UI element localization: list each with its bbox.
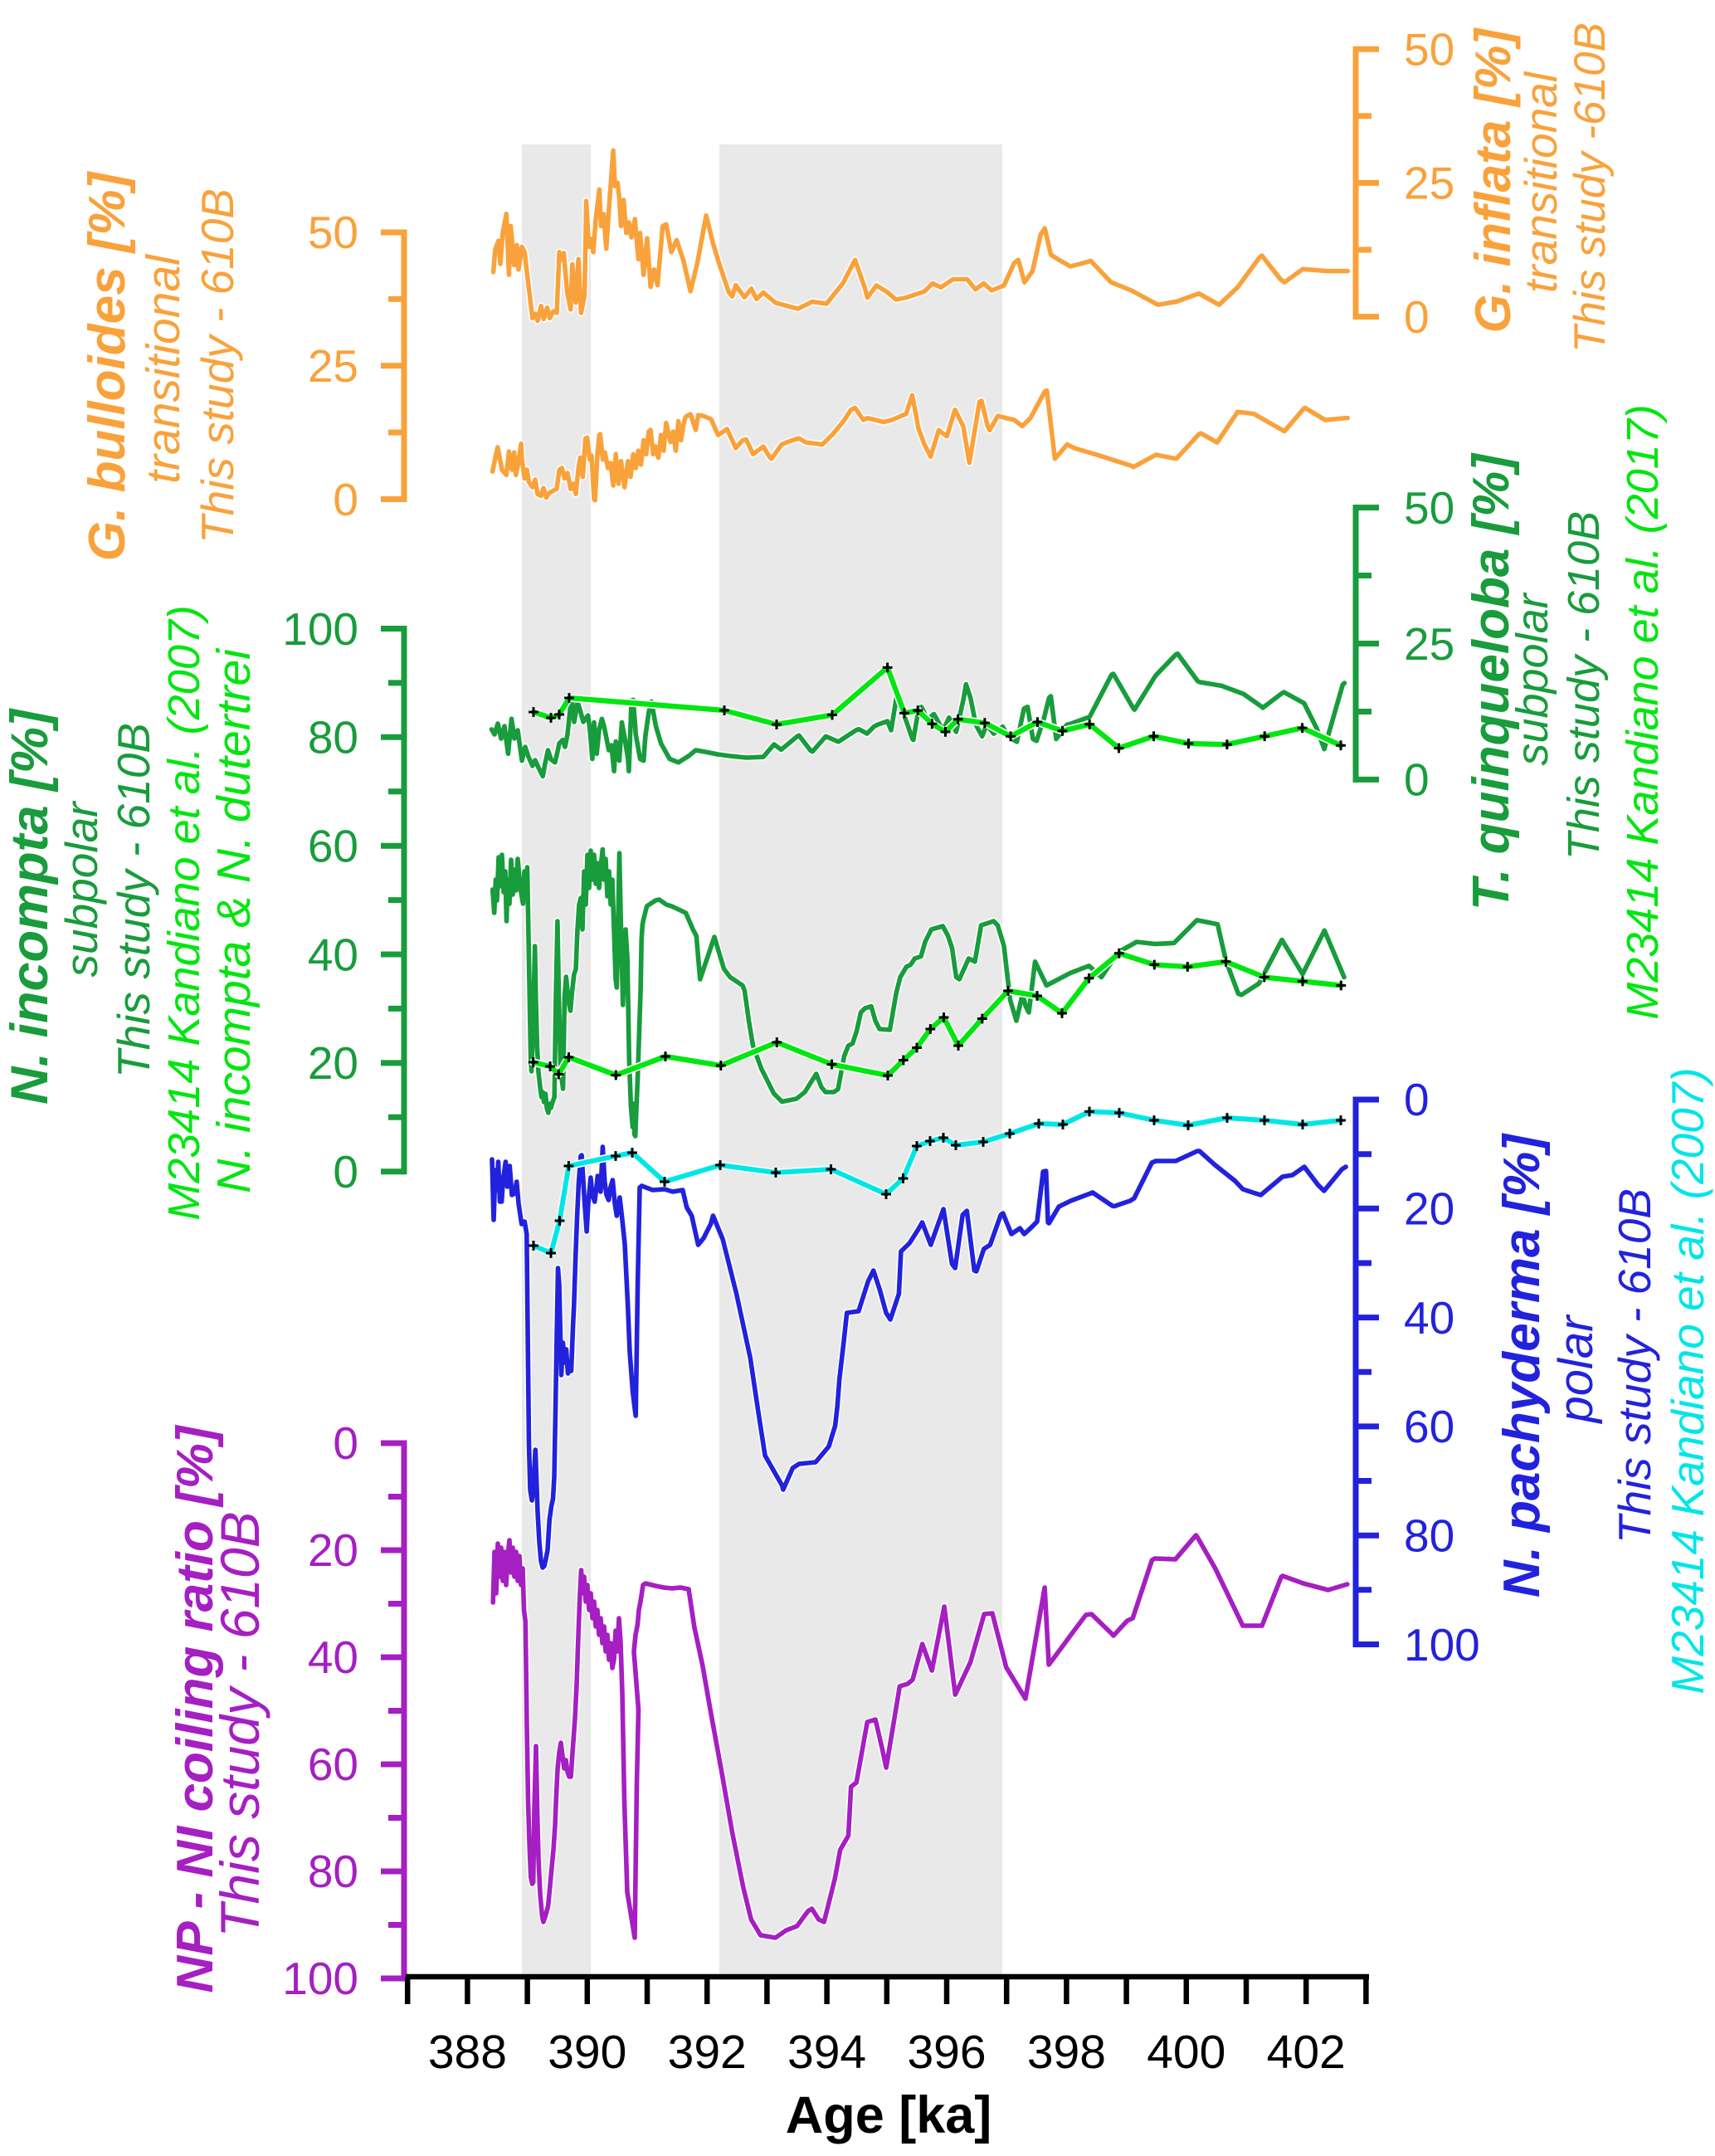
svg-text:60: 60 <box>308 820 358 871</box>
svg-text:This study -610B: This study -610B <box>1566 22 1615 353</box>
svg-text:N. pachyderma [%]: N. pachyderma [%] <box>1493 1133 1551 1598</box>
svg-text:This study - 610B: This study - 610B <box>108 723 159 1078</box>
svg-text:M23414 Kandiano et al. (2007): M23414 Kandiano et al. (2007) <box>159 605 209 1221</box>
svg-text:388: 388 <box>428 2026 507 2079</box>
svg-text:50: 50 <box>308 207 358 258</box>
svg-text:392: 392 <box>668 2026 747 2079</box>
svg-text:402: 402 <box>1267 2026 1346 2079</box>
svg-text:20: 20 <box>1404 1183 1454 1235</box>
svg-text:subpolar: subpolar <box>56 800 107 978</box>
svg-text:80: 80 <box>308 1846 358 1897</box>
svg-text:20: 20 <box>308 1037 358 1089</box>
svg-text:390: 390 <box>548 2026 626 2079</box>
svg-text:transitional: transitional <box>137 254 190 484</box>
svg-text:0: 0 <box>333 1417 358 1469</box>
svg-text:20: 20 <box>308 1524 358 1576</box>
svg-text:0: 0 <box>333 474 358 525</box>
svg-text:50: 50 <box>1404 24 1454 76</box>
svg-text:0: 0 <box>1404 1074 1430 1125</box>
svg-text:N. incompta & N. dutertrei: N. incompta & N. dutertrei <box>207 648 261 1193</box>
svg-text:Age [ka]: Age [ka] <box>786 2086 992 2144</box>
svg-text:This study - 610B: This study - 610B <box>209 1511 270 1938</box>
svg-text:80: 80 <box>1404 1510 1454 1562</box>
svg-text:M23414 Kandiano et al. (2017): M23414 Kandiano et al. (2017) <box>1618 404 1668 1020</box>
svg-text:50: 50 <box>1404 482 1454 534</box>
svg-text:100: 100 <box>282 1953 358 2004</box>
svg-text:0: 0 <box>1404 291 1430 343</box>
svg-text:394: 394 <box>787 2026 866 2079</box>
svg-text:60: 60 <box>1404 1401 1454 1452</box>
svg-text:80: 80 <box>308 712 358 763</box>
svg-text:25: 25 <box>308 340 358 392</box>
svg-text:transitional: transitional <box>1515 71 1566 293</box>
svg-text:NP - NI coiling ratio [%]: NP - NI coiling ratio [%] <box>167 1424 224 1993</box>
svg-text:40: 40 <box>308 1632 358 1683</box>
svg-text:N. incompta [%]: N. incompta [%] <box>1 708 59 1105</box>
svg-text:0: 0 <box>1404 754 1430 806</box>
svg-text:40: 40 <box>1404 1292 1454 1344</box>
svg-text:subpolar: subpolar <box>1508 592 1557 765</box>
svg-text:396: 396 <box>907 2026 986 2079</box>
svg-text:M23414 Kandiano et al. (2007): M23414 Kandiano et al. (2007) <box>1662 1067 1713 1694</box>
svg-text:60: 60 <box>308 1739 358 1790</box>
svg-text:400: 400 <box>1147 2026 1225 2079</box>
svg-text:100: 100 <box>282 603 358 655</box>
svg-text:This study - 610B: This study - 610B <box>1609 1188 1660 1544</box>
svg-text:This study - 610B: This study - 610B <box>192 188 243 544</box>
svg-text:G. inflata [%]: G. inflata [%] <box>1465 27 1521 334</box>
svg-text:100: 100 <box>1404 1619 1480 1671</box>
svg-text:0: 0 <box>333 1146 358 1198</box>
svg-text:25: 25 <box>1404 618 1454 670</box>
svg-text:This study - 610B: This study - 610B <box>1559 511 1609 860</box>
svg-text:T. quinqueloba [%]: T. quinqueloba [%] <box>1463 452 1520 910</box>
svg-text:40: 40 <box>308 929 358 980</box>
svg-text:398: 398 <box>1027 2026 1106 2079</box>
svg-text:polar: polar <box>1549 1314 1603 1425</box>
svg-text:G. bulloides [%]: G. bulloides [%] <box>79 170 136 561</box>
svg-text:25: 25 <box>1404 158 1454 209</box>
